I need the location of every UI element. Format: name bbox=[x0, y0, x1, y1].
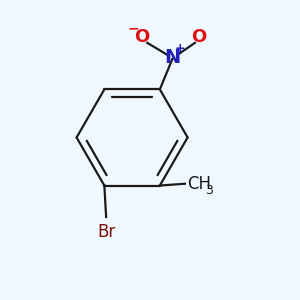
Text: O: O bbox=[192, 28, 207, 46]
Text: O: O bbox=[134, 28, 150, 46]
Text: N: N bbox=[164, 48, 181, 67]
Text: −: − bbox=[127, 22, 139, 35]
Text: +: + bbox=[175, 42, 186, 56]
Text: CH: CH bbox=[187, 175, 211, 193]
Text: Br: Br bbox=[97, 223, 115, 241]
Text: 3: 3 bbox=[205, 184, 213, 197]
